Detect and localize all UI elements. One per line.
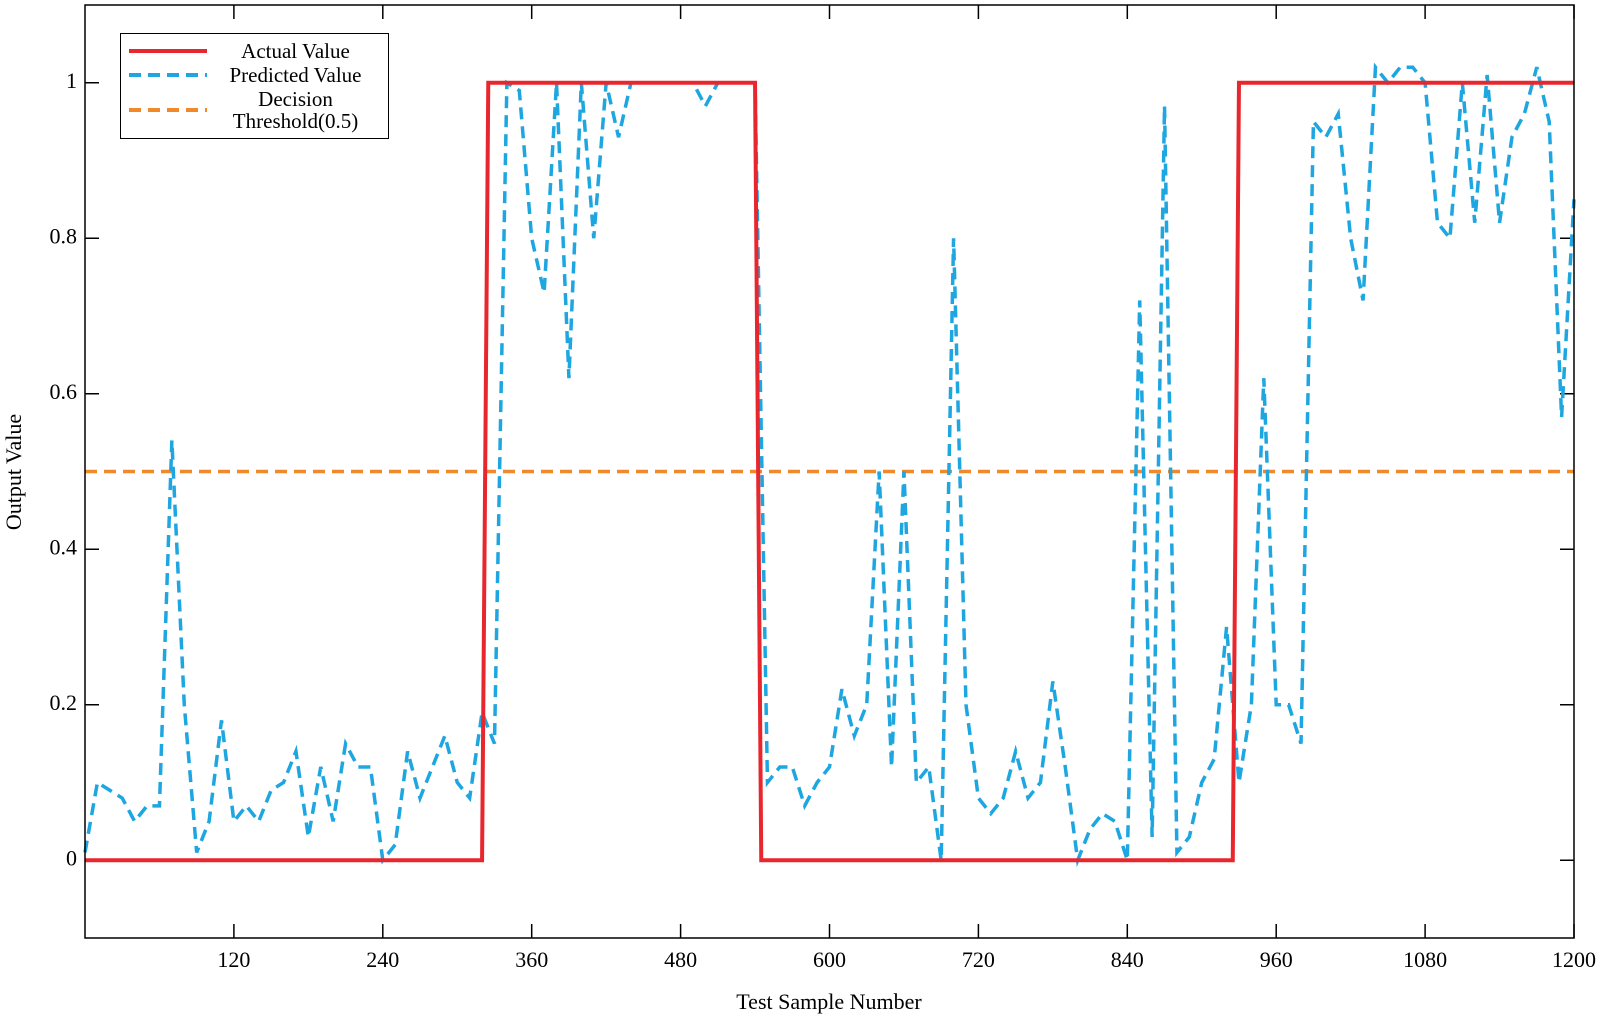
y-tick-label: 0.6: [50, 379, 78, 404]
legend-swatch: [129, 73, 207, 77]
legend-item: Decision Threshold(0.5): [127, 88, 382, 132]
x-tick-label: 1080: [1403, 947, 1447, 972]
x-tick-label: 1200: [1552, 947, 1596, 972]
legend-label: Predicted Value: [229, 63, 362, 87]
x-axis-label: Test Sample Number: [736, 989, 922, 1014]
legend-label: Actual Value: [241, 39, 350, 63]
plot-frame: [84, 4, 1575, 939]
series-line: [85, 80, 1574, 863]
legend-swatch: [129, 49, 207, 53]
y-tick-label: 0.8: [50, 223, 78, 248]
series-line: [83, 62, 1576, 868]
x-tick-label: 960: [1260, 947, 1293, 972]
y-tick-label: 0.4: [50, 534, 78, 559]
y-tick-label: 0.2: [50, 690, 78, 715]
y-tick-label: 0: [66, 845, 77, 870]
x-tick-label: 120: [217, 947, 250, 972]
legend-item: Actual Value: [127, 40, 382, 62]
y-axis-label: Output Value: [1, 414, 26, 530]
x-tick-label: 480: [664, 947, 697, 972]
legend-label: Decision Threshold(0.5): [232, 87, 359, 133]
legend: Actual Value Predicted Value Decision Thre…: [120, 33, 389, 139]
legend-swatch: [129, 108, 207, 112]
x-tick-label: 360: [515, 947, 548, 972]
x-tick-label: 720: [962, 947, 995, 972]
x-tick-label: 240: [366, 947, 399, 972]
x-tick-label: 600: [813, 947, 846, 972]
legend-item: Predicted Value: [127, 64, 382, 86]
x-tick-label: 840: [1111, 947, 1144, 972]
y-tick-label: 1: [66, 68, 77, 93]
